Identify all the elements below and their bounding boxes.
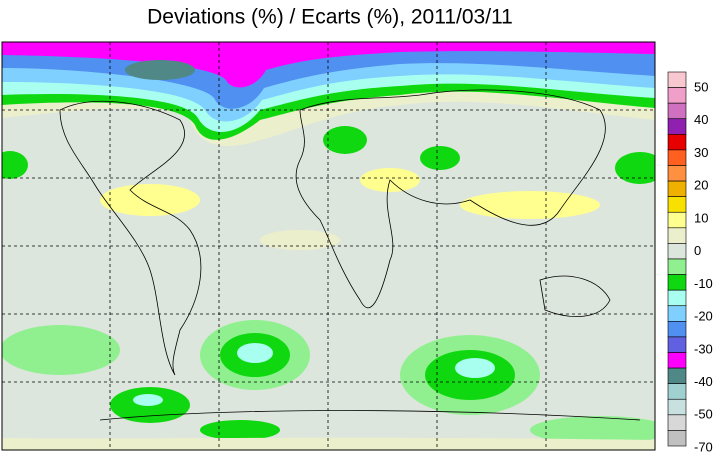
colorbar: 50 40 30 20 10 0 -10 -20 -30 -40 -50 -70 [667,71,713,454]
color-box [667,71,687,88]
color-box [667,430,687,447]
color-box [667,118,687,135]
colorbar-label: -50 [694,407,713,422]
color-box [667,336,687,353]
title: Deviations (%) / Ecarts (%), 2011/03/11 [147,6,513,29]
map [1,41,656,451]
color-box [667,289,687,307]
color-box [667,321,687,338]
colorbar-label: 50 [694,79,708,94]
color-box [667,398,687,416]
color-box [667,149,687,166]
color-box [667,87,687,104]
color-box [667,180,687,197]
color-box [667,102,687,120]
colorbar-label: 10 [694,210,708,225]
color-box [667,227,687,244]
color-box [667,352,687,369]
color-box [667,196,687,213]
color-box [667,165,687,182]
color-box [667,243,687,260]
colorbar-label: -10 [694,276,713,291]
colorbar-label: 0 [694,243,701,258]
colorbar-label: -40 [694,374,713,389]
colorbar-label: 20 [694,178,708,193]
color-box [667,258,687,275]
color-box [667,211,687,229]
colorbar-label: 40 [694,112,708,127]
colorbar-label: -20 [694,309,713,324]
color-box [667,305,687,322]
color-box [667,383,687,400]
color-box [667,367,687,384]
color-box [667,414,687,431]
colorbar-label: 30 [694,145,708,160]
color-box [667,134,687,151]
color-box [667,274,687,291]
colorbar-label: -70 [694,439,713,454]
colorbar-label: -30 [694,341,713,356]
